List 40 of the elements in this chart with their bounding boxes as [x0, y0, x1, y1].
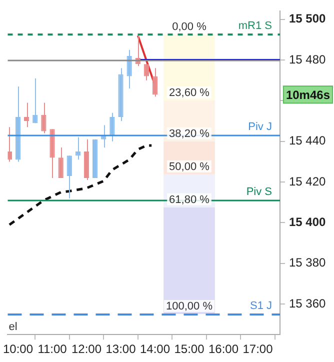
x-tick-label: 11:00: [38, 342, 68, 356]
candlestick: [126, 49, 132, 89]
annotation: 50,00 %: [169, 160, 210, 173]
x-tick-label: 13:00: [106, 342, 136, 356]
y-tick-label: 15 480: [289, 52, 326, 66]
text: 10m46s: [286, 88, 330, 102]
x-tick-label: 17:00: [242, 342, 274, 356]
y-tick-label: 15 380: [289, 256, 326, 270]
annotation: 100,00 %: [166, 300, 213, 313]
candlestick: [152, 68, 158, 98]
y-tick-label: 15 400: [289, 215, 326, 230]
annotation: 61,80 %: [169, 194, 210, 206]
x-tick-label: 16:00: [208, 342, 239, 356]
candlestick: [24, 102, 30, 128]
candlestick: [58, 146, 64, 178]
candlestick: [41, 102, 46, 134]
candlestick: [144, 64, 150, 81]
candlestick: [75, 136, 81, 160]
y-tick-label: 15 420: [289, 174, 326, 188]
y-tick-label: 15 440: [289, 134, 326, 148]
ref-line-label: Piv S: [246, 186, 272, 198]
bar: [164, 207, 215, 314]
candlestick: [66, 155, 72, 199]
annotation: el: [8, 321, 18, 334]
annotation: 23,60 %: [169, 87, 210, 100]
candlestick: [32, 78, 38, 124]
x-tick-label: 12:00: [71, 342, 102, 356]
ref-line-label: mR1 S: [238, 20, 272, 32]
x-tick-label: 15:00: [174, 342, 205, 356]
y-tick-label: 15 500: [289, 12, 326, 26]
candlestick: [110, 112, 115, 142]
line-series: [8, 144, 153, 226]
y-tick-label: 15 360: [289, 296, 326, 310]
x-tick-label: 10:00: [3, 342, 34, 356]
annotation: 38,20 %: [169, 128, 210, 140]
x-tick-label: 14:00: [140, 342, 170, 356]
ref-line-label: Piv J: [248, 121, 272, 134]
ref-line-label: S1 J: [250, 300, 272, 312]
candlestick: [8, 126, 12, 162]
annotation: 0,00 %: [172, 21, 207, 34]
